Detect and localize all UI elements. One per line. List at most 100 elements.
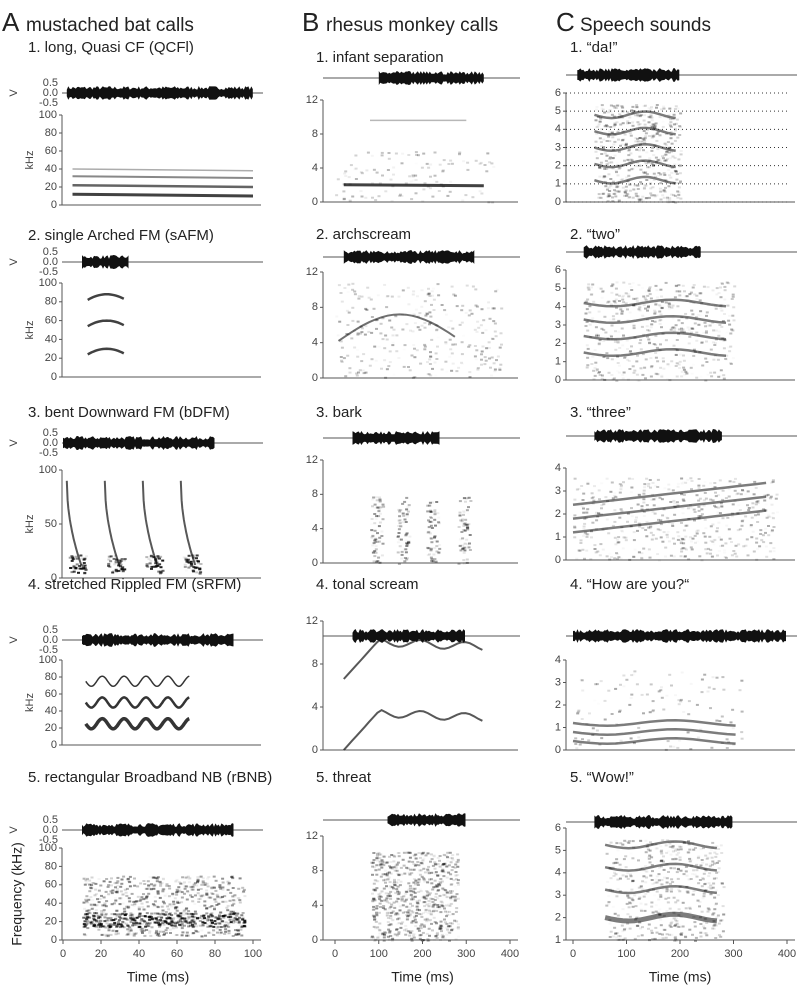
spectral-energy	[390, 911, 394, 914]
spectral-energy	[455, 893, 459, 896]
spectral-energy	[666, 196, 669, 199]
spectral-energy	[675, 285, 679, 288]
spectral-energy	[771, 480, 775, 483]
spectral-energy	[674, 938, 678, 941]
spectral-energy	[615, 842, 619, 845]
spectral-energy	[434, 935, 437, 938]
spectral-energy	[435, 180, 439, 183]
spectral-energy	[679, 555, 683, 558]
spectral-energy	[238, 899, 242, 902]
spectral-energy	[390, 295, 394, 298]
spectral-energy	[731, 293, 735, 296]
spectral-energy	[623, 357, 627, 359]
spectral-energy	[92, 912, 95, 914]
spectral-energy	[97, 889, 101, 892]
spectral-energy	[446, 860, 449, 862]
spectral-energy	[449, 898, 453, 901]
spectral-energy	[641, 888, 645, 891]
spectral-energy	[223, 895, 227, 898]
spectral-energy	[436, 863, 440, 865]
spectral-energy	[429, 355, 433, 358]
spectral-energy	[463, 529, 467, 532]
spectral-energy	[490, 162, 494, 165]
spectral-energy	[375, 913, 379, 916]
spectral-energy	[716, 527, 719, 530]
spectral-energy	[145, 563, 149, 565]
spectral-energy	[437, 889, 441, 891]
spectral-energy	[702, 504, 706, 507]
spectral-energy	[392, 173, 395, 176]
spectral-energy	[184, 557, 188, 560]
spectral-energy	[705, 340, 708, 343]
spectral-energy	[414, 879, 418, 882]
spectral-energy	[639, 348, 643, 351]
spectral-energy	[374, 537, 377, 540]
spectral-energy	[651, 134, 655, 137]
spectral-energy	[616, 341, 620, 344]
spectral-energy	[664, 153, 668, 156]
spectral-energy	[650, 929, 654, 932]
spectral-energy	[676, 538, 680, 541]
spectral-energy	[634, 137, 638, 140]
spectral-energy	[242, 890, 246, 893]
spectral-energy	[227, 922, 231, 925]
spectral-energy	[672, 123, 676, 126]
spectral-energy	[154, 917, 158, 920]
spectral-energy	[713, 486, 717, 489]
spectral-energy	[582, 492, 586, 495]
spectral-energy	[429, 537, 433, 540]
spectral-energy	[172, 917, 176, 919]
spectral-energy	[161, 909, 165, 912]
spectral-energy	[714, 506, 718, 509]
spectral-energy	[738, 482, 742, 485]
spectral-energy	[719, 538, 723, 541]
spectral-energy	[373, 851, 377, 854]
waveform	[583, 245, 701, 259]
spectral-energy	[198, 920, 202, 922]
spectral-energy	[404, 890, 408, 893]
spectral-energy	[695, 703, 699, 706]
spectral-energy	[84, 898, 88, 901]
spectral-energy	[654, 334, 658, 337]
spectral-energy	[409, 868, 413, 871]
spectral-energy	[573, 514, 577, 517]
spectral-energy	[674, 902, 677, 904]
spectral-energy	[648, 711, 652, 714]
spectral-energy	[706, 907, 710, 910]
spectral-energy	[143, 920, 146, 923]
spectral-energy	[725, 738, 729, 741]
spectral-energy	[637, 736, 641, 739]
spectral-energy	[715, 890, 718, 892]
panel-title: 1. long, Quasi CF (QCFl)	[28, 39, 194, 56]
spectral-energy	[379, 895, 383, 898]
spectral-energy	[723, 289, 727, 292]
spectral-energy	[404, 924, 408, 927]
spectral-energy	[203, 883, 207, 886]
spectral-energy	[394, 866, 398, 869]
spectral-energy	[415, 909, 419, 912]
spectral-energy	[376, 506, 380, 509]
spectral-energy	[667, 531, 670, 533]
spectral-energy	[676, 191, 680, 193]
spectral-energy	[156, 916, 160, 918]
spectral-energy	[722, 688, 726, 691]
waveform	[66, 86, 253, 100]
spectral-energy	[672, 745, 676, 748]
spectral-energy	[692, 284, 696, 286]
spectral-energy	[660, 879, 664, 881]
spectral-energy	[486, 307, 490, 310]
spectral-energy	[644, 132, 648, 135]
spectral-energy	[420, 305, 424, 308]
spectral-energy	[653, 125, 657, 128]
wave-axis-label: V	[8, 439, 20, 447]
spectral-energy	[120, 878, 124, 881]
spectral-energy	[616, 162, 619, 164]
spectral-energy	[405, 533, 408, 536]
spectral-energy	[413, 347, 416, 350]
spectral-energy	[462, 160, 466, 163]
spectral-energy	[140, 915, 144, 917]
spectral-energy	[610, 713, 614, 715]
spectral-energy	[395, 893, 399, 896]
spectral-energy	[196, 562, 200, 565]
spectral-energy	[613, 492, 616, 494]
